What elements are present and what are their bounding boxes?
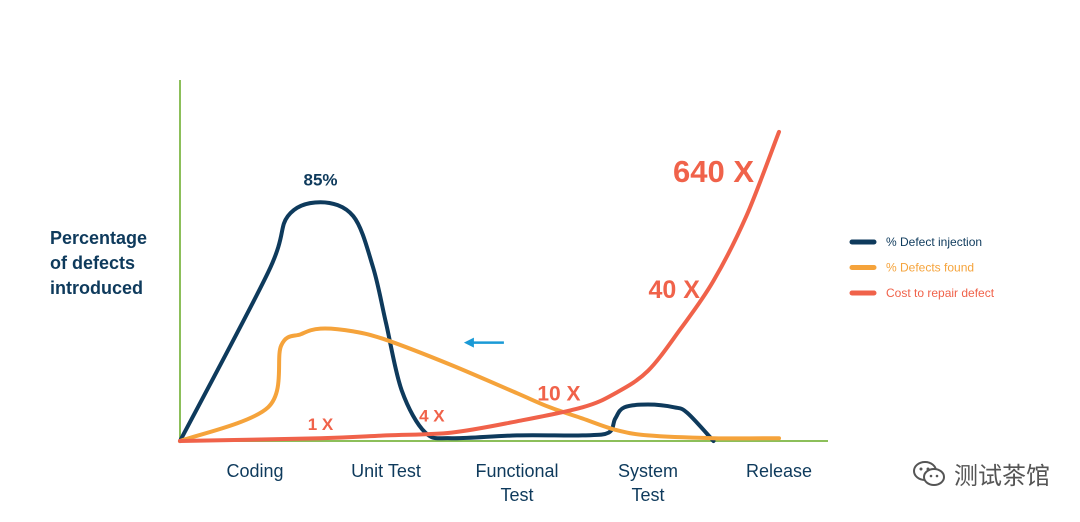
arrow-left-icon: [463, 337, 474, 348]
watermark-text: 测试茶馆: [954, 462, 1050, 490]
data-label: 1 X: [308, 415, 334, 434]
defects-found-line: [178, 326, 781, 443]
legend-label: % Defect injection: [886, 235, 982, 249]
x-tick-label: Coding: [226, 461, 283, 481]
data-label: 85%: [303, 171, 337, 190]
data-label: 640 X: [673, 154, 754, 189]
x-tick-label: Functional Test: [475, 461, 558, 505]
data-label: 10 X: [537, 383, 580, 406]
wechat-icon: [913, 460, 945, 486]
watermark: 测试茶馆: [912, 456, 1050, 491]
cost-to-repair-line: [178, 129, 781, 443]
legend-label: % Defects found: [886, 261, 974, 275]
defect-injection-line: [178, 200, 716, 443]
data-label: 40 X: [648, 276, 700, 304]
x-tick-label: System Test: [618, 461, 678, 505]
legend-label: Cost to repair defect: [886, 286, 995, 300]
y-axis-label-line-1: Percentage: [50, 228, 148, 248]
y-axis-label-line-3: introduced: [50, 278, 143, 298]
x-tick-label: Release: [746, 461, 812, 481]
y-axis-label: Percentage of defects introduced: [50, 226, 147, 301]
data-label: 4 X: [419, 407, 445, 426]
y-axis-label-line-2: of defects: [50, 253, 136, 273]
x-tick-label: Unit Test: [351, 461, 421, 481]
